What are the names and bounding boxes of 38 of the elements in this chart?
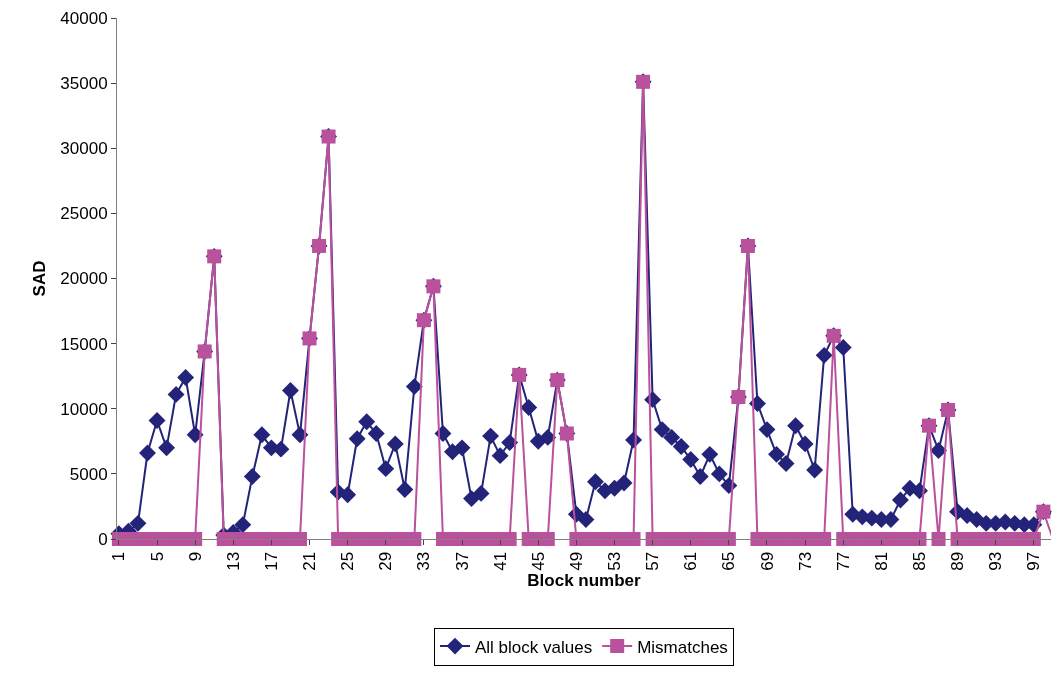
x-tick-label: 93 (986, 551, 1006, 571)
y-tick-label: 35000 (60, 74, 108, 94)
x-tick-label: 13 (223, 551, 243, 571)
x-tick-label: 53 (605, 551, 625, 571)
x-tick-label: 69 (757, 551, 777, 571)
x-tick-label: 1 (109, 551, 129, 562)
x-tick-label: 65 (719, 551, 739, 571)
y-tick-label: 0 (98, 529, 108, 549)
x-tick-label: 37 (452, 551, 472, 571)
y-tick-label: 30000 (60, 139, 108, 159)
y-tick-label: 20000 (60, 269, 108, 289)
x-tick-label: 85 (910, 551, 930, 571)
x-tick-label: 45 (528, 551, 548, 571)
x-tick-label: 77 (833, 551, 853, 571)
x-tick-label: 61 (681, 551, 701, 571)
x-tick-label: 9 (185, 551, 205, 562)
x-tick-label: 97 (1024, 551, 1044, 571)
x-tick-label: 29 (376, 551, 396, 571)
y-tick-label: 5000 (69, 464, 108, 484)
x-tick-label: 33 (414, 551, 434, 571)
x-tick-label: 73 (795, 551, 815, 571)
x-tick-label: 89 (948, 551, 968, 571)
y-tick-label: 25000 (60, 204, 108, 224)
x-tick-label: 49 (566, 551, 586, 571)
x-tick-label: 5 (147, 551, 167, 562)
x-tick-label: 17 (261, 551, 281, 571)
y-axis-title: SAD (29, 260, 49, 297)
x-axis-title: Block number (527, 571, 642, 591)
x-tick-label: 41 (490, 551, 510, 571)
x-tick-label: 57 (643, 551, 663, 571)
x-tick-label: 21 (300, 551, 320, 571)
y-tick-label: 15000 (60, 334, 108, 354)
legend-label: Mismatches (637, 637, 728, 657)
y-tick-label: 10000 (60, 399, 108, 419)
x-tick-label: 81 (871, 551, 891, 571)
y-tick-label: 40000 (60, 8, 108, 28)
x-tick-label: 25 (338, 551, 358, 571)
legend-label: All block values (475, 637, 593, 657)
